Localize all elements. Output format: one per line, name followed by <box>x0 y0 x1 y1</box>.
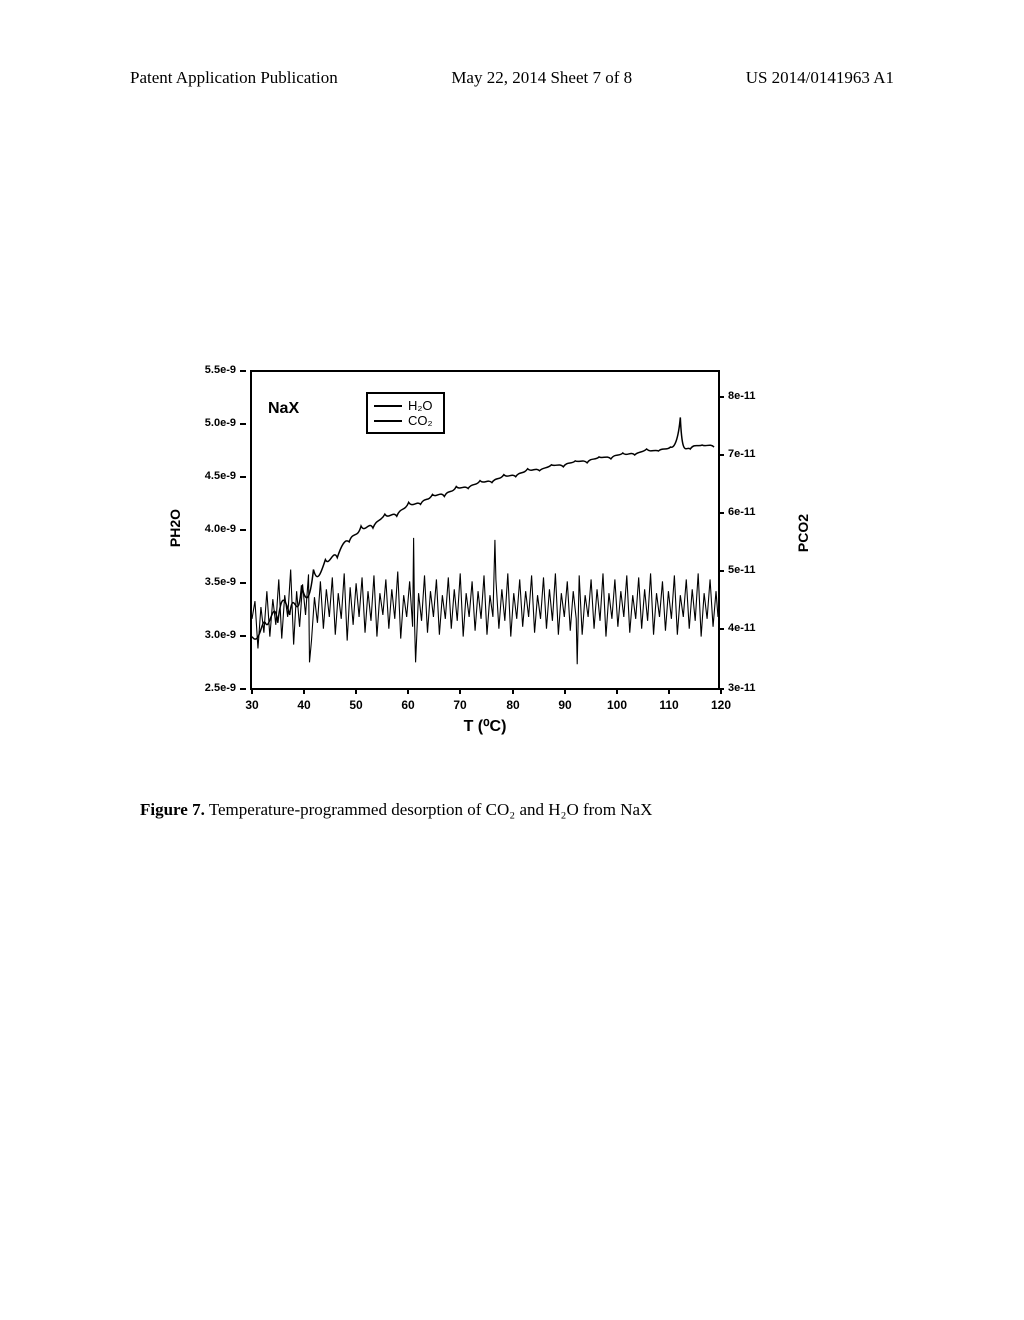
figure-number: Figure 7. <box>140 800 205 819</box>
caption-text: Temperature-programmed desorption of CO₂… <box>209 800 653 819</box>
ytick-left-2: 4.5e-9 <box>176 470 236 482</box>
xtick-2: 50 <box>341 698 371 712</box>
xtick-3: 60 <box>393 698 423 712</box>
xtick-7: 100 <box>602 698 632 712</box>
header-publication-type: Patent Application Publication <box>130 68 338 88</box>
page-header: Patent Application Publication May 22, 2… <box>0 68 1024 88</box>
ytick-right-2: 6e-11 <box>728 506 778 518</box>
xtick-8: 110 <box>654 698 684 712</box>
xtick-0: 30 <box>237 698 267 712</box>
figure-7-chart: 5.5e-9 5.0e-9 4.5e-9 4.0e-9 3.5e-9 3.0e-… <box>176 360 796 760</box>
figure-caption: Figure 7. Temperature-programmed desorpt… <box>140 800 652 820</box>
chart-area: 5.5e-9 5.0e-9 4.5e-9 4.0e-9 3.5e-9 3.0e-… <box>176 360 796 760</box>
header-date-sheet: May 22, 2014 Sheet 7 of 8 <box>451 68 632 88</box>
ytick-right-4: 4e-11 <box>728 622 778 634</box>
ytick-left-6: 2.5e-9 <box>176 682 236 694</box>
header-publication-number: US 2014/0141963 A1 <box>746 68 894 88</box>
xtick-9: 120 <box>706 698 736 712</box>
ytick-left-3: 4.0e-9 <box>176 523 236 535</box>
co2-trace <box>252 538 718 664</box>
xtick-4: 70 <box>445 698 475 712</box>
ytick-right-0: 8e-11 <box>728 390 778 402</box>
h2o-trace <box>252 417 714 639</box>
y-axis-label-right: PCO2 <box>795 514 811 552</box>
y-axis-label-left: PH2O <box>167 509 183 547</box>
xtick-1: 40 <box>289 698 319 712</box>
plot-box: NaX H₂O CO₂ 30 40 50 60 70 80 <box>250 370 720 690</box>
ytick-left-0: 5.5e-9 <box>176 364 236 376</box>
ytick-right-3: 5e-11 <box>728 564 778 576</box>
xtick-5: 80 <box>498 698 528 712</box>
ytick-left-4: 3.5e-9 <box>176 576 236 588</box>
ytick-left-5: 3.0e-9 <box>176 629 236 641</box>
x-axis-label: T (⁰C) <box>464 716 507 736</box>
xtick-6: 90 <box>550 698 580 712</box>
chart-svg <box>252 372 718 688</box>
ytick-right-1: 7e-11 <box>728 448 778 460</box>
ytick-left-1: 5.0e-9 <box>176 417 236 429</box>
ytick-right-5: 3e-11 <box>728 682 778 694</box>
